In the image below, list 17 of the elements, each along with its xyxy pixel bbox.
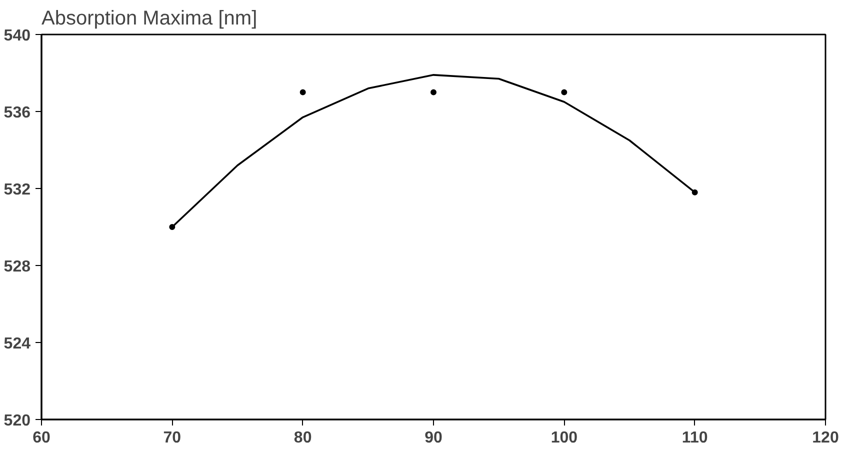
chart-title: Absorption Maxima [nm] [42,8,258,30]
y-tick-label: 536 [4,104,31,122]
y-tick-label: 540 [4,28,31,44]
x-tick-label: 100 [550,430,578,446]
y-tick-label: 532 [4,182,31,198]
x-tick-label: 90 [424,430,442,446]
point [430,89,436,96]
x-tick-label: 80 [294,430,312,446]
point [561,89,568,96]
x-tick-label: 110 [682,430,708,446]
point [300,89,306,96]
y-tick-label: 528 [4,258,31,276]
x-tick-label: 120 [812,430,839,446]
x-tick-label: 60 [32,430,50,446]
x-tick-label: 70 [163,430,182,446]
y-tick-label: 520 [4,412,31,430]
y-tick-label: 524 [4,336,31,352]
